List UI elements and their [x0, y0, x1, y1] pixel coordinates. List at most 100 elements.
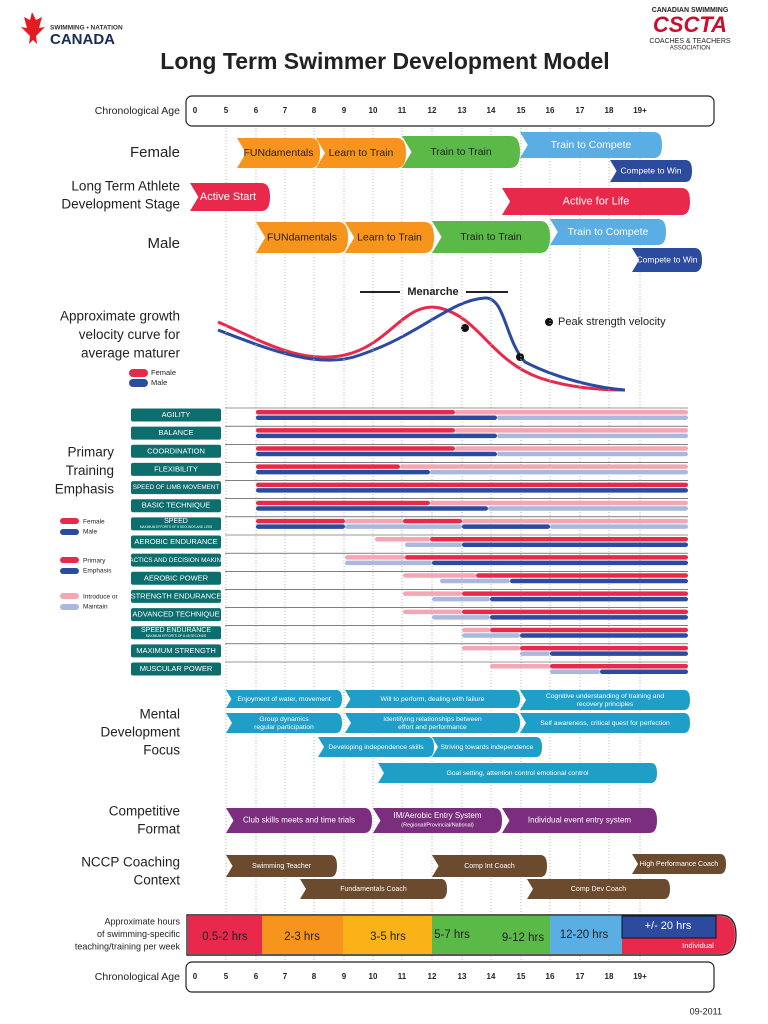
label: SPEED: [164, 518, 188, 525]
emphasis-bar: [256, 518, 345, 524]
label: 12-20 hrs: [560, 929, 609, 941]
label: Comp Dev Coach: [571, 886, 626, 893]
emphasis-bar: [462, 627, 490, 633]
emphasis-bar: [455, 446, 688, 451]
label: CANADA: [50, 31, 115, 48]
coach-item: [432, 855, 547, 877]
age-label: 15: [517, 106, 526, 115]
label: STRENGTH ENDURANCE: [131, 591, 222, 600]
mental-item: [520, 713, 690, 733]
label: Enjoyment of water, movement: [237, 696, 330, 703]
label: Train to Train: [430, 146, 492, 158]
emphasis-bar: [430, 500, 688, 506]
age-label: 11: [398, 106, 407, 115]
legend-swatch: [60, 604, 79, 610]
label: Striving towards independence: [441, 744, 534, 751]
stage: [316, 138, 406, 168]
label: Chronological Age: [95, 971, 180, 983]
emphasis-bar: [497, 451, 688, 457]
label: Male: [83, 529, 97, 536]
emphasis-label-box: [131, 571, 221, 585]
label: BALANCE: [158, 428, 193, 437]
emphasis-bar: [497, 415, 688, 420]
age-label: 7: [283, 106, 288, 115]
mental-item: [378, 763, 657, 783]
label: Identifying relationships between: [383, 716, 482, 723]
emphasis-bar: [490, 615, 688, 620]
emphasis-bar: [490, 664, 550, 669]
label: Chronological Age: [95, 105, 180, 117]
age-label: 8: [312, 972, 317, 981]
age-label: 17: [576, 106, 585, 115]
mental-item: [345, 713, 520, 733]
emphasis-bar: [375, 537, 430, 542]
emphasis-bar: [488, 506, 688, 511]
age-label: 19+: [633, 106, 647, 115]
emphasis-bar: [403, 518, 462, 524]
age-label: 6: [254, 106, 259, 115]
age-label: 8: [312, 106, 317, 115]
emphasis-bar: [256, 524, 345, 529]
stage: [402, 136, 520, 168]
label: ASSOCIATION: [670, 46, 711, 52]
emphasis-label-box: [131, 589, 221, 603]
label: velocity curve for: [79, 327, 181, 342]
age-label: 15: [517, 972, 526, 981]
age-label: 5: [224, 972, 229, 981]
emphasis-bar: [600, 669, 688, 674]
emphasis-label-box: [131, 608, 221, 622]
stage: [190, 183, 270, 211]
label: Development: [100, 725, 180, 740]
emphasis-bar: [403, 573, 476, 578]
emphasis-bar: [550, 651, 688, 656]
emphasis-bar: [462, 524, 550, 529]
male-curve: [217, 296, 626, 392]
emphasis-bar: [405, 555, 688, 560]
label: effort and performance: [398, 724, 467, 731]
mental-item: [226, 713, 342, 733]
emphasis-bar: [520, 651, 550, 656]
emphasis-bar: [497, 433, 688, 439]
emphasis-bar: [462, 609, 688, 615]
label: CSCTA: [653, 12, 727, 37]
label: Train to Train: [460, 231, 522, 243]
coach-item: [226, 855, 337, 877]
label: Competitive: [109, 804, 180, 819]
label: Developing independence skills: [328, 744, 424, 751]
label: Fundamentals Coach: [340, 886, 407, 893]
emphasis-label-box: [131, 499, 221, 513]
age-label: 17: [576, 972, 585, 981]
emphasis-bar: [430, 469, 688, 475]
label: SPEED OF LIMB MOVEMENT: [133, 484, 220, 491]
label: AEROBIC ENDURANCE: [134, 537, 217, 546]
stage: [550, 219, 666, 245]
label: Female: [130, 144, 180, 161]
format-item: [373, 808, 502, 833]
emphasis-label-box: [131, 662, 221, 676]
age-label: 14: [487, 106, 496, 115]
label: teaching/training per week: [75, 941, 181, 951]
dot: [516, 353, 524, 361]
legend-swatch: [60, 529, 79, 535]
emphasis-label-box: [131, 553, 221, 567]
stage: [502, 188, 690, 215]
emphasis-label-box: [131, 644, 221, 658]
age-label: 9: [342, 106, 347, 115]
label: Primary: [83, 558, 106, 565]
label: Learn to Train: [357, 231, 422, 243]
emphasis-bar: [432, 596, 490, 602]
age-label: 6: [254, 972, 259, 981]
emphasis-bar: [510, 578, 688, 584]
label: Maintain: [83, 604, 108, 611]
legend-swatch: [129, 379, 148, 387]
mental-item: [345, 690, 520, 708]
maple-leaf: [21, 12, 45, 44]
emphasis-bar: [455, 410, 688, 415]
label: Comp Int Coach: [464, 863, 515, 870]
label: SPEED ENDURANCE: [141, 627, 211, 634]
label: average maturer: [81, 346, 181, 361]
label: Individual event entry system: [528, 816, 631, 825]
label: COACHES & TEACHERS: [649, 38, 730, 45]
emphasis-bar: [490, 596, 688, 602]
label: Introduce or: [83, 594, 119, 601]
